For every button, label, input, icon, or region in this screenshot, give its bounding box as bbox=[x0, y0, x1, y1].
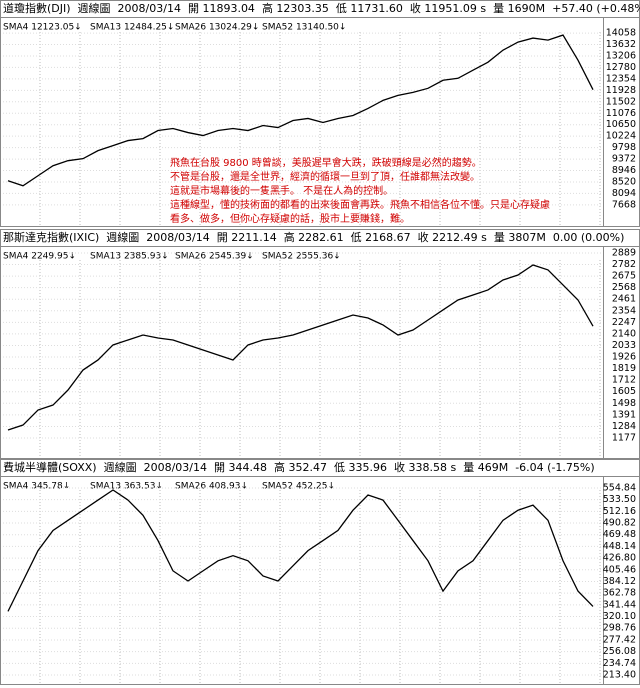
header-item: -6.04 (-1.75%) bbox=[515, 461, 594, 474]
annotation: 這種線型，懂的技術面的都看的出來後面會再跌。飛魚不相信各位不懂。只是心存疑慮 bbox=[170, 198, 550, 211]
y-tick-label: 14058 bbox=[606, 28, 636, 39]
y-tick-label: 298.76 bbox=[603, 623, 636, 634]
y-tick-label: 9372 bbox=[612, 154, 636, 165]
y-tick-label: 1391 bbox=[612, 409, 636, 420]
sma-legend: SMA13 2385.93↓ bbox=[90, 252, 169, 262]
header-item: 開 344.48 bbox=[214, 461, 267, 474]
y-tick-label: 11076 bbox=[606, 108, 636, 119]
y-tick-label: 13632 bbox=[606, 39, 636, 50]
header-item: 2008/03/14 bbox=[144, 461, 207, 474]
header-item: 量 3807M bbox=[494, 231, 546, 244]
header-item: 收 2212.49 s bbox=[418, 230, 487, 244]
y-tick-label: 12354 bbox=[606, 73, 636, 84]
y-tick-label: 2889 bbox=[612, 247, 636, 258]
y-tick-label: 448.14 bbox=[603, 541, 636, 552]
header-item: 低 11731.60 bbox=[336, 2, 403, 15]
annotation: 飛魚在台股 9800 時曾談，美股遲早會大跌，跌破頸線是必然的趨勢。 bbox=[170, 156, 482, 169]
y-tick-label: 277.42 bbox=[603, 634, 636, 645]
y-tick-label: 2461 bbox=[612, 294, 636, 305]
header-item: 收 11951.09 s bbox=[410, 1, 486, 15]
y-tick-label: 213.40 bbox=[603, 670, 636, 681]
header-item: 週線圖 bbox=[78, 1, 111, 15]
y-tick-label: 2675 bbox=[612, 271, 636, 282]
sma-legend: SMA26 408.93↓ bbox=[175, 482, 248, 492]
header-item: 收 338.58 s bbox=[394, 460, 456, 474]
y-tick-label: 9798 bbox=[612, 142, 636, 153]
y-tick-label: 341.44 bbox=[603, 599, 636, 610]
header-item: 週線圖 bbox=[104, 460, 137, 474]
header-item: 0.00 (0.00%) bbox=[553, 231, 625, 244]
y-tick-label: 7668 bbox=[612, 199, 636, 210]
y-tick-label: 1819 bbox=[612, 363, 636, 374]
y-tick-label: 256.08 bbox=[603, 646, 636, 657]
y-tick-label: 426.80 bbox=[603, 553, 636, 564]
y-tick-label: 490.82 bbox=[603, 518, 636, 529]
header-item: 開 11893.04 bbox=[188, 2, 255, 15]
annotation: 看多、做多，但你心存疑慮的話，股市上要賺錢，難。 bbox=[170, 212, 410, 225]
sma-legend: SMA13 363.53↓ bbox=[90, 482, 163, 492]
header-item: 費城半導體(SOXX) bbox=[3, 460, 97, 474]
header-item: 低 2168.67 bbox=[351, 231, 411, 244]
header-item: 2008/03/14 bbox=[146, 231, 209, 244]
y-tick-label: 1712 bbox=[612, 375, 636, 386]
header-item: 低 335.96 bbox=[334, 461, 387, 474]
y-tick-label: 8094 bbox=[612, 188, 636, 199]
header-item: 週線圖 bbox=[106, 230, 139, 244]
y-tick-label: 512.16 bbox=[603, 506, 636, 517]
y-tick-label: 13206 bbox=[606, 50, 636, 61]
sma-legend: SMA26 13024.29↓ bbox=[175, 23, 259, 33]
y-tick-label: 12780 bbox=[606, 62, 636, 73]
y-tick-label: 11928 bbox=[606, 85, 636, 96]
header-item: 量 469M bbox=[463, 461, 508, 474]
sma-legend: SMA52 452.25↓ bbox=[262, 482, 335, 492]
y-tick-label: 2140 bbox=[612, 328, 636, 339]
header-item: 2008/03/14 bbox=[118, 2, 181, 15]
annotation: 這就是市場幕後的一隻黑手。 不是在人為的控制。 bbox=[170, 184, 393, 197]
sma-legend: SMA52 2555.36↓ bbox=[262, 252, 341, 262]
header-item: 高 12303.35 bbox=[262, 1, 329, 15]
y-tick-label: 1284 bbox=[612, 421, 636, 432]
y-tick-label: 362.78 bbox=[603, 588, 636, 599]
y-tick-label: 1498 bbox=[612, 398, 636, 409]
y-tick-label: 533.50 bbox=[603, 494, 636, 505]
header-item: 高 2282.61 bbox=[284, 230, 344, 244]
sma-legend: SMA52 13140.50↓ bbox=[262, 23, 346, 33]
y-tick-label: 8946 bbox=[612, 165, 636, 176]
annotation: 不管是台股，還是全世界，經濟的循環一旦到了頂，任誰都無法改變。 bbox=[170, 170, 480, 183]
header-item: 量 1690M bbox=[493, 2, 545, 15]
sma-legend: SMA4 12123.05↓ bbox=[3, 23, 82, 33]
sma-legend: SMA4 345.78↓ bbox=[3, 482, 70, 492]
y-tick-label: 10224 bbox=[606, 131, 636, 142]
header-item: 開 2211.14 bbox=[217, 231, 277, 244]
header-item: +57.40 (+0.48%) bbox=[552, 2, 640, 15]
y-tick-label: 11502 bbox=[606, 96, 636, 107]
y-tick-label: 1605 bbox=[612, 386, 636, 397]
y-tick-label: 2033 bbox=[612, 340, 636, 351]
y-tick-label: 1177 bbox=[612, 433, 636, 444]
y-tick-label: 10650 bbox=[606, 119, 636, 130]
y-tick-label: 2568 bbox=[612, 282, 636, 293]
y-tick-label: 1926 bbox=[612, 352, 636, 363]
price-line bbox=[7, 489, 594, 612]
y-tick-label: 554.84 bbox=[603, 482, 636, 493]
header-item: 道瓊指數(DJI) bbox=[3, 1, 71, 15]
header-item: 高 352.47 bbox=[274, 460, 327, 474]
y-tick-label: 234.74 bbox=[603, 658, 636, 669]
y-tick-label: 2247 bbox=[612, 317, 636, 328]
sma-legend: SMA26 2545.39↓ bbox=[175, 252, 254, 262]
sma-legend: SMA4 2249.95↓ bbox=[3, 252, 76, 262]
header-item: 那斯達克指數(IXIC) bbox=[3, 230, 99, 244]
price-line bbox=[7, 34, 594, 187]
sma-legend: SMA13 12484.25↓ bbox=[90, 23, 174, 33]
y-tick-label: 2782 bbox=[612, 259, 636, 270]
y-tick-label: 320.10 bbox=[603, 611, 636, 622]
y-tick-label: 2354 bbox=[612, 305, 636, 316]
y-tick-label: 8520 bbox=[612, 176, 636, 187]
price-line bbox=[7, 264, 594, 431]
y-tick-label: 384.12 bbox=[603, 576, 636, 587]
y-tick-label: 469.48 bbox=[603, 529, 636, 540]
y-tick-label: 405.46 bbox=[603, 564, 636, 575]
